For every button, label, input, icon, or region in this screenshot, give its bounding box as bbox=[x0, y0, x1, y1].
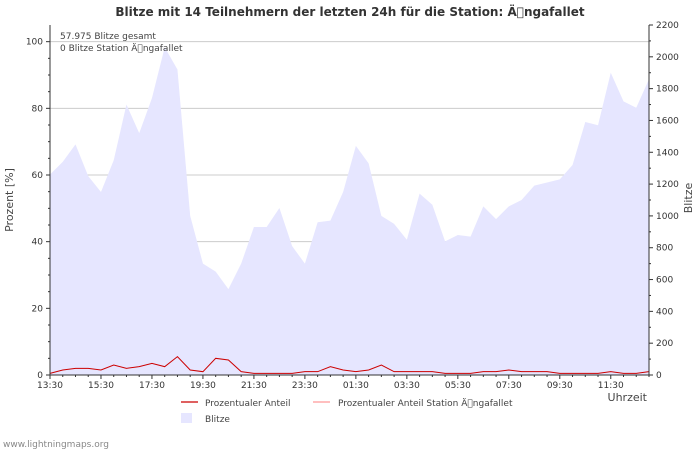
x-tick-label: 09:30 bbox=[547, 381, 573, 391]
y-left-tick-label: 100 bbox=[26, 38, 43, 48]
y-right-tick-label: 2200 bbox=[656, 21, 679, 31]
y-right-tick-label: 1400 bbox=[656, 148, 679, 158]
chart-title: Blitze mit 14 Teilnehmern der letzten 24… bbox=[115, 4, 584, 19]
y-left-tick-label: 80 bbox=[32, 104, 44, 114]
legend: Prozentualer Anteil Prozentualer Anteil … bbox=[181, 398, 513, 425]
x-tick-label: 13:30 bbox=[37, 381, 63, 391]
y-left-tick-label: 40 bbox=[32, 238, 44, 248]
legend-swatch-blitze bbox=[181, 413, 192, 423]
annotation-total: 57.975 Blitze gesamt bbox=[60, 32, 156, 42]
footer-credit: www.lightningmaps.org bbox=[3, 440, 109, 450]
legend-label-blitze: Blitze bbox=[205, 415, 230, 425]
x-tick-label: 03:30 bbox=[394, 381, 420, 391]
x-tick-label: 17:30 bbox=[139, 381, 165, 391]
y-axis-left-label: Prozent [%] bbox=[3, 168, 16, 232]
y-right-tick-label: 2000 bbox=[656, 53, 679, 63]
y-axis-right-label: Blitze bbox=[682, 183, 695, 214]
y-right-tick-label: 600 bbox=[656, 276, 673, 286]
y-right-tick-label: 1800 bbox=[656, 85, 679, 95]
y-left-tick-label: 60 bbox=[32, 171, 44, 181]
legend-label-station: Prozentualer Anteil Station Ä ngafallet bbox=[338, 398, 513, 409]
y-right-tick-label: 800 bbox=[656, 244, 673, 254]
y-right-tick-label: 1600 bbox=[656, 116, 679, 126]
x-tick-label: 19:30 bbox=[190, 381, 216, 391]
x-tick-label: 15:30 bbox=[88, 381, 114, 391]
y-left-tick-label: 20 bbox=[32, 304, 44, 314]
series-area-blitze bbox=[50, 47, 649, 375]
y-right-tick-label: 400 bbox=[656, 307, 673, 317]
axes: 0204060801000200400600800100012001400160… bbox=[26, 21, 679, 391]
x-tick-label: 11:30 bbox=[598, 381, 624, 391]
x-tick-label: 01:30 bbox=[343, 381, 369, 391]
x-tick-label: 07:30 bbox=[496, 381, 522, 391]
y-right-tick-label: 0 bbox=[656, 371, 662, 381]
series-line-anteil bbox=[49, 355, 650, 374]
y-right-tick-label: 200 bbox=[656, 339, 673, 349]
x-tick-label: 23:30 bbox=[292, 381, 318, 391]
legend-label-anteil: Prozentualer Anteil bbox=[205, 399, 291, 409]
annotation-station: 0 Blitze Station Ä ngafallet bbox=[60, 43, 183, 54]
x-axis-label: Uhrzeit bbox=[608, 391, 648, 404]
y-left-tick-label: 0 bbox=[37, 371, 43, 381]
x-tick-label: 05:30 bbox=[445, 381, 471, 391]
y-right-tick-label: 1200 bbox=[656, 180, 679, 190]
x-tick-label: 21:30 bbox=[241, 381, 267, 391]
y-right-tick-label: 1000 bbox=[656, 212, 679, 222]
